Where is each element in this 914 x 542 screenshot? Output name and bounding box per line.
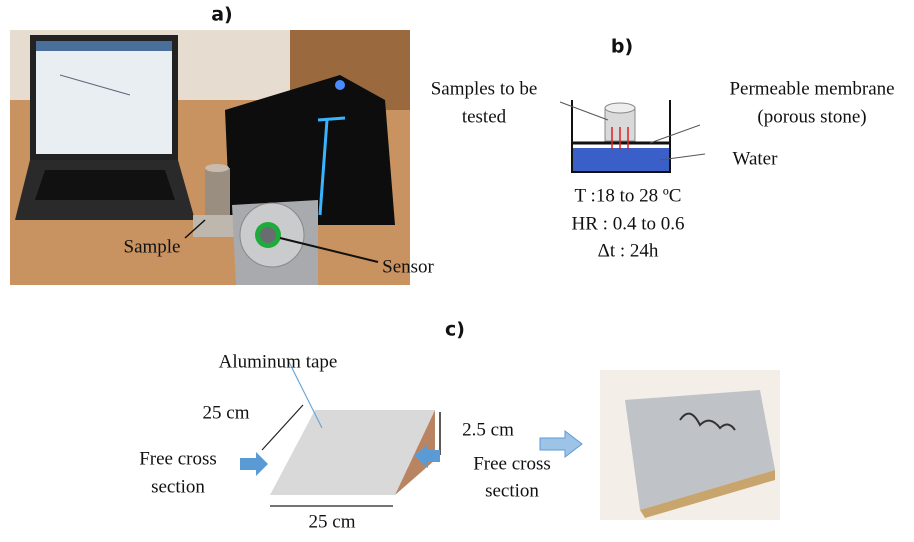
annotation: Aluminum tape bbox=[219, 351, 338, 372]
condition: T :18 to 28 ºC bbox=[575, 185, 682, 206]
annotation: Sample bbox=[124, 236, 181, 257]
annotation: section bbox=[485, 480, 539, 501]
photo-setup bbox=[10, 30, 410, 285]
annotation: Free cross bbox=[139, 448, 217, 469]
photo-slab bbox=[600, 370, 780, 520]
dimension: 25 cm bbox=[203, 402, 250, 423]
annotation: Free cross bbox=[473, 453, 551, 474]
condition: Δt : 24h bbox=[598, 240, 659, 261]
panel-label: a) bbox=[211, 4, 233, 26]
cup-diagram bbox=[560, 100, 705, 172]
dimension: 25 cm bbox=[309, 511, 356, 532]
condition: HR : 0.4 to 0.6 bbox=[572, 213, 685, 234]
panel-label: b) bbox=[611, 36, 633, 58]
dimension: 2.5 cm bbox=[462, 419, 514, 440]
annotation: Permeable membrane bbox=[729, 78, 894, 99]
panel-label: c) bbox=[445, 319, 465, 341]
annotation: tested bbox=[462, 106, 507, 127]
annotation: section bbox=[151, 476, 205, 497]
annotation: Sensor bbox=[382, 256, 434, 277]
figure: a) Sample Sensor b) Samples to be tested… bbox=[0, 0, 914, 542]
annotation: (porous stone) bbox=[757, 106, 866, 127]
annotation: Samples to be bbox=[431, 78, 538, 99]
annotation: Water bbox=[733, 148, 779, 169]
